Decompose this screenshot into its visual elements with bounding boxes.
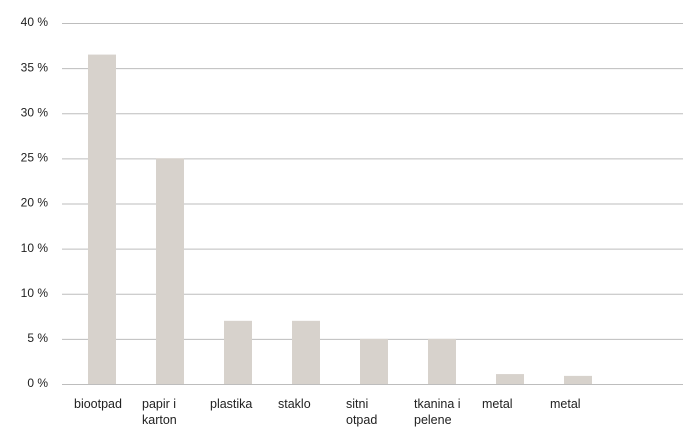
x-tick-label: metal xyxy=(482,397,513,411)
bar xyxy=(224,320,252,384)
bar xyxy=(428,338,456,384)
y-tick-label: 30 % xyxy=(21,105,49,119)
y-tick-label: 20 % xyxy=(21,196,49,210)
bar xyxy=(88,54,116,385)
bar xyxy=(156,158,184,384)
x-tick-label: tkanina i pelene xyxy=(414,397,461,427)
x-tick-label: biootpad xyxy=(74,397,122,411)
y-tick-label: 10 % xyxy=(21,286,49,300)
y-tick-label: 25 % xyxy=(21,151,49,165)
bar xyxy=(564,375,592,384)
x-tick-label: staklo xyxy=(278,397,311,411)
bar xyxy=(292,320,320,384)
x-tick-label: papir i karton xyxy=(142,397,177,427)
x-tick-label: metal xyxy=(550,397,581,411)
bar xyxy=(496,374,524,384)
y-tick-label: 5 % xyxy=(27,331,48,345)
y-tick-label: 35 % xyxy=(21,60,49,74)
x-tick-label: plastika xyxy=(210,397,253,411)
bar xyxy=(360,338,388,384)
y-tick-label: 40 % xyxy=(21,15,49,29)
y-tick-label: 0 % xyxy=(27,376,48,390)
x-tick-label: sitni otpad xyxy=(346,397,378,427)
y-tick-label: 10 % xyxy=(21,241,49,255)
